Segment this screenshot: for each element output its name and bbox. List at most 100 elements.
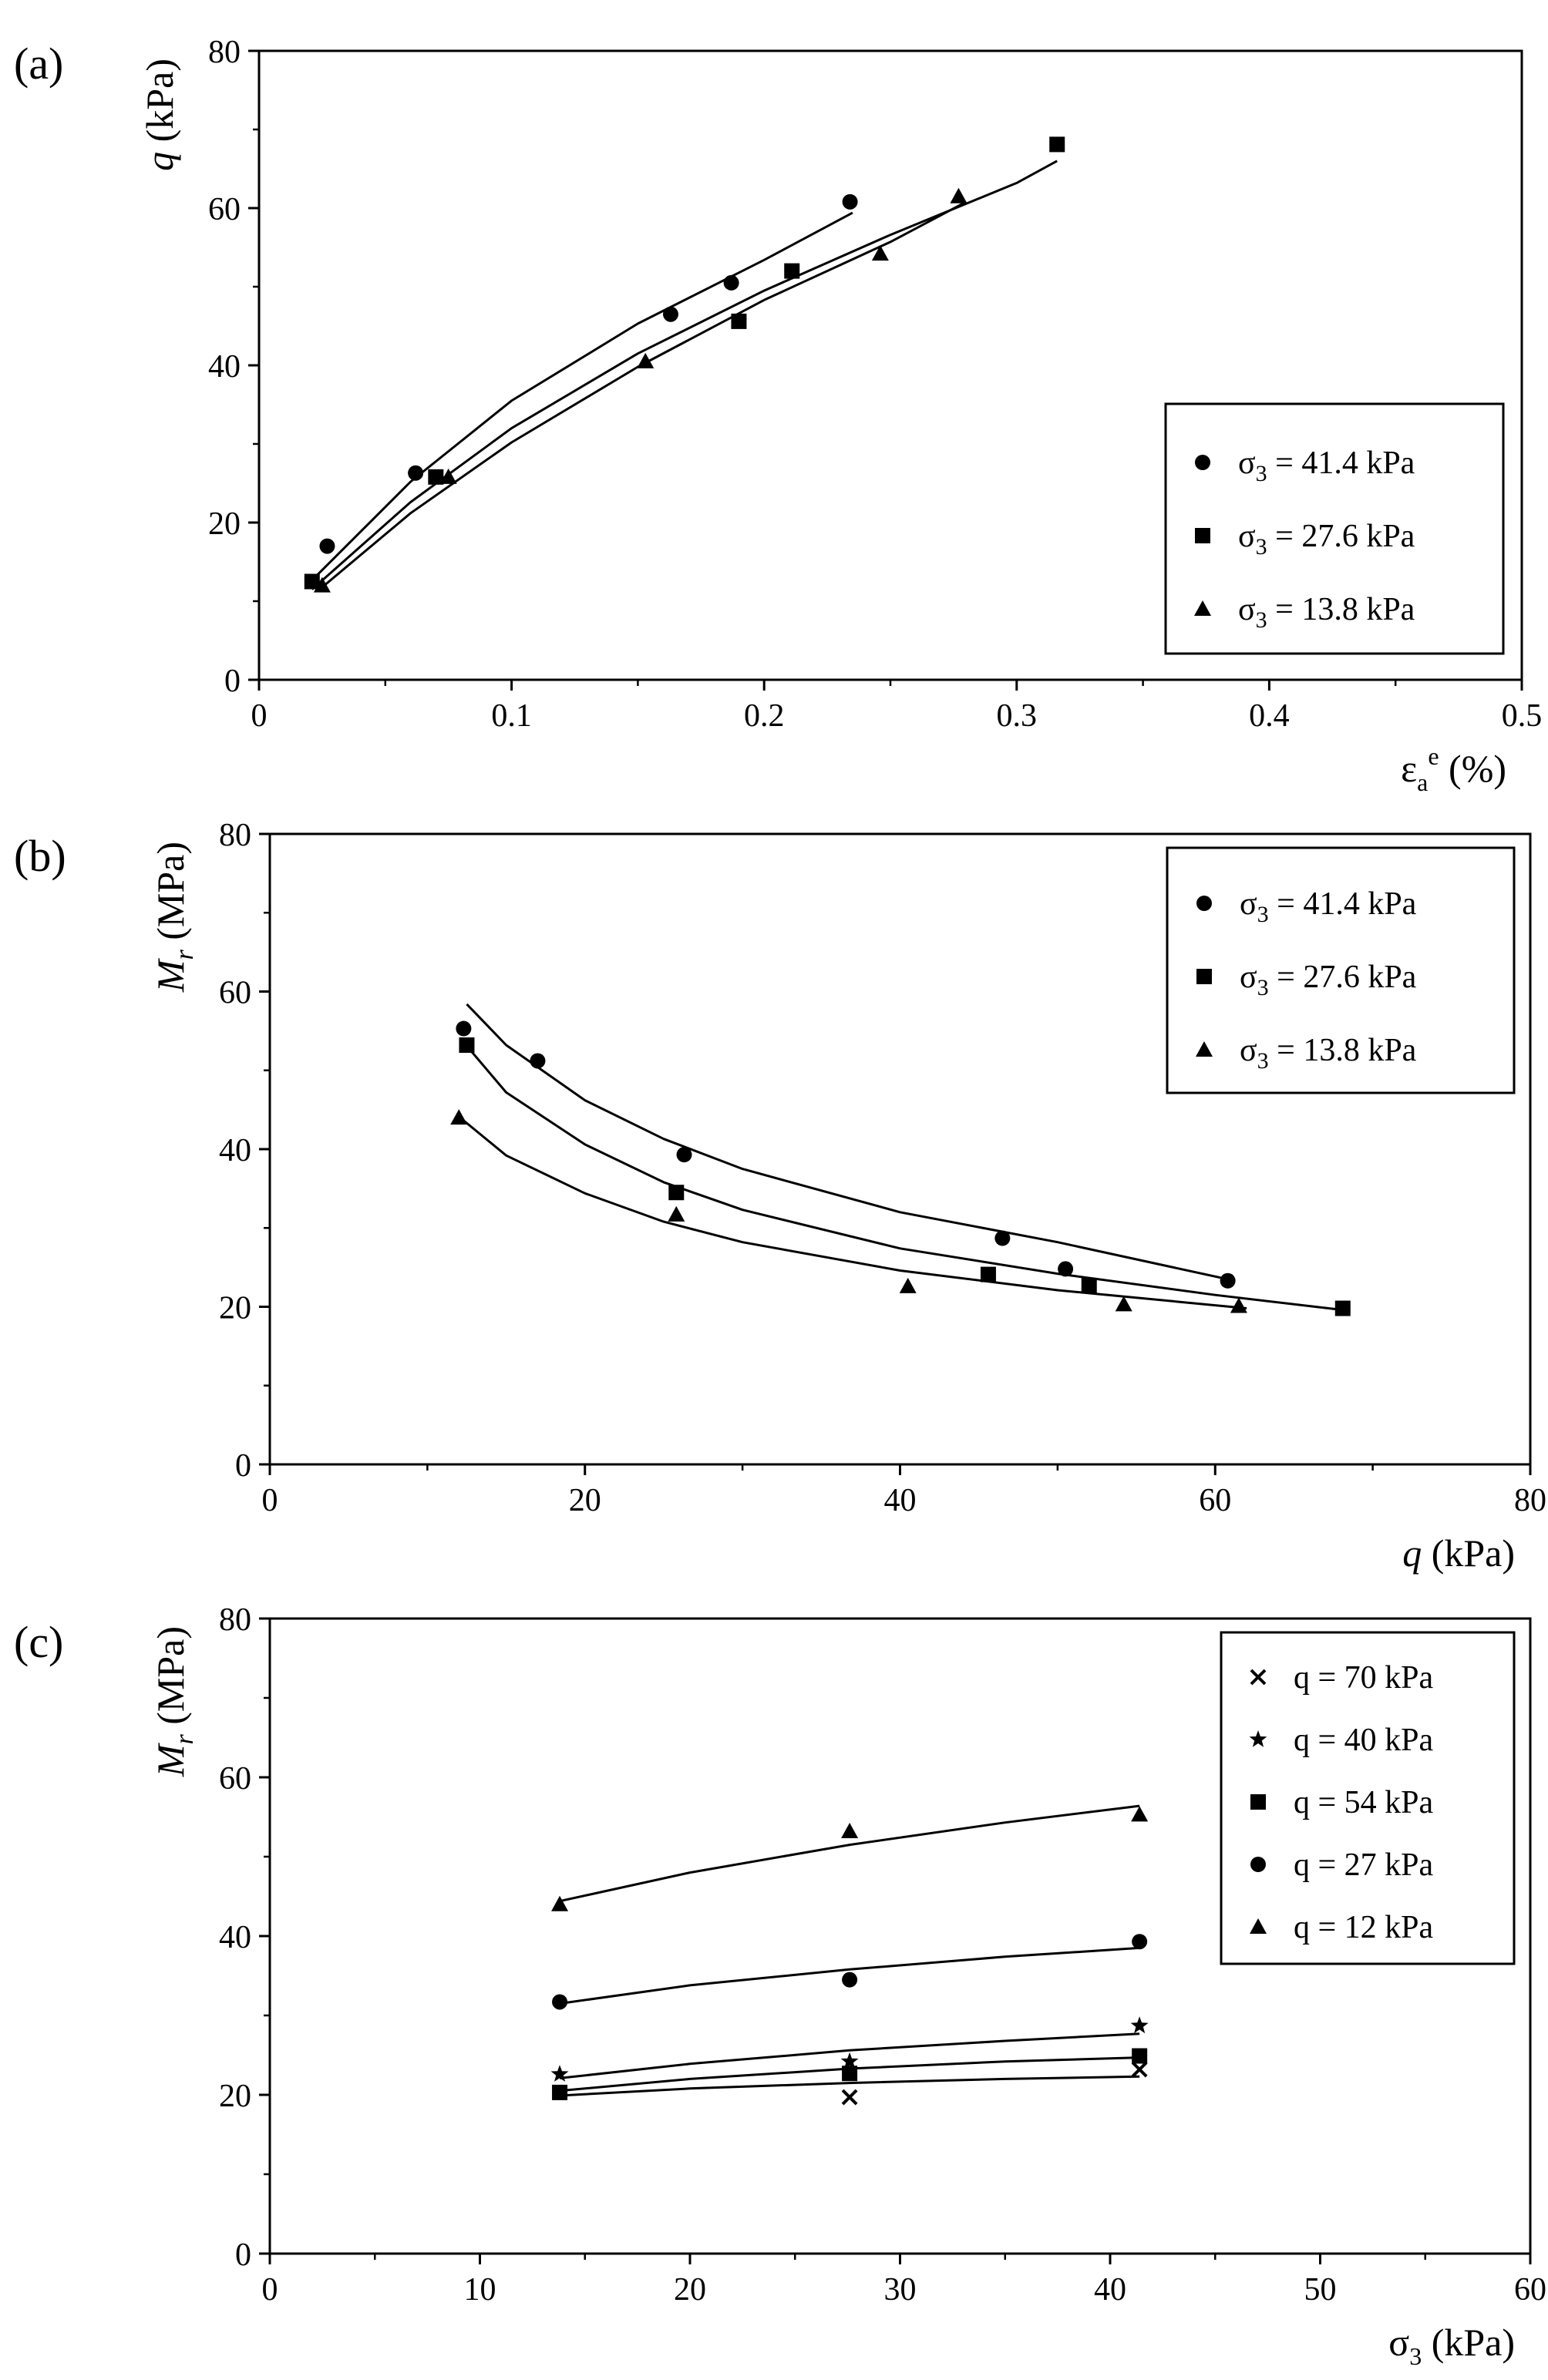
- data-point-b-square: [1081, 1277, 1097, 1293]
- legend-marker-circle: [1195, 455, 1210, 470]
- x-tick-label-b: 20: [569, 1483, 601, 1518]
- series-b-3: [450, 1109, 1247, 1313]
- legend-box-a: [1164, 402, 1505, 655]
- x-tick-label-a: 0.5: [1502, 698, 1543, 734]
- legend-marker-square: [1250, 1794, 1266, 1810]
- y-tick-label-a: 0: [224, 664, 241, 699]
- legend-label-a-1: σ3 = 41.4 kPa: [1238, 445, 1415, 486]
- data-point-a-square: [428, 469, 444, 485]
- y-axis-title-a: q (kPa): [138, 59, 181, 171]
- data-point-a-triangle: [313, 577, 331, 593]
- y-tick-label-b: 20: [219, 1291, 251, 1326]
- data-point-c-cross: [841, 2089, 858, 2106]
- x-tick-label-a: 0.1: [491, 698, 532, 734]
- x-tick-label-c: 60: [1514, 2272, 1546, 2308]
- legend-marker-triangle: [1250, 1918, 1267, 1934]
- legend-label-a-3: σ3 = 13.8 kPa: [1238, 592, 1415, 633]
- legend-marker-triangle: [1196, 1041, 1213, 1057]
- y-tick-label-c: 40: [219, 1920, 251, 1955]
- data-point-c-circle: [552, 1994, 568, 2010]
- data-point-c-triangle: [1131, 1806, 1149, 1822]
- series-b-2: [459, 1037, 1351, 1316]
- data-point-c-cross: [1131, 2061, 1148, 2078]
- x-tick-label-c: 10: [464, 2272, 496, 2308]
- legend-label-c-1: q = 70 kPa: [1294, 1660, 1434, 1696]
- data-point-b-triangle: [1115, 1296, 1132, 1312]
- legend-marker-square: [1196, 969, 1212, 984]
- series-a-2: [304, 136, 1065, 590]
- fit-curve-b-1: [466, 1003, 1232, 1282]
- data-point-b-circle: [1220, 1272, 1236, 1289]
- x-tick-label-c: 50: [1304, 2272, 1337, 2308]
- panel-b: (b) 0 20 40 60 80 0 20 40 60 80 q (kPa) Mr (MPa) σ3 =…: [14, 818, 1546, 1575]
- series-c-4: [552, 1934, 1148, 2010]
- x-tick-label-c: 20: [674, 2272, 706, 2308]
- fit-curve-c-4: [559, 1946, 1140, 2005]
- fit-curve-a-2: [311, 160, 1058, 590]
- y-tick-label-c: 20: [219, 2079, 251, 2114]
- legend-label-b-1: σ3 = 41.4 kPa: [1240, 886, 1417, 927]
- data-point-a-triangle: [950, 187, 968, 203]
- legend-label-c-3: q = 54 kPa: [1294, 1785, 1434, 1820]
- data-point-a-square: [1049, 136, 1065, 153]
- data-point-b-square: [668, 1185, 685, 1201]
- panel-c: (c) 0 10 20 30 40 50 60 0 20 40 60 80 σ3 (kPa) Mr (MPa…: [14, 1602, 1546, 2370]
- x-axis-title-b: q (kPa): [1402, 1531, 1515, 1575]
- data-point-a-circle: [842, 193, 858, 210]
- legend-marker-circle: [1196, 896, 1212, 911]
- y-tick-label-b: 60: [219, 976, 251, 1011]
- data-point-c-circle: [842, 1972, 858, 1988]
- legend-label-c-4: q = 27 kPa: [1294, 1847, 1434, 1883]
- legend-marker-triangle: [1194, 600, 1211, 616]
- y-tick-label-a: 20: [208, 506, 241, 542]
- y-tick-label-a: 80: [208, 35, 241, 70]
- series-c-5: [551, 1804, 1149, 1911]
- legend-marker-star: [1249, 1730, 1267, 1747]
- data-point-c-star: [550, 2065, 569, 2082]
- y-axis-title-c: Mr (MPa): [149, 1626, 199, 1777]
- y-tick-label-b: 80: [219, 818, 251, 853]
- data-point-a-triangle: [439, 468, 457, 484]
- legend-label-c-5: q = 12 kPa: [1294, 1910, 1434, 1945]
- x-tick-label-b: 80: [1514, 1483, 1546, 1518]
- x-tick-label-a: 0.3: [997, 698, 1038, 734]
- panel-label-c: (c): [14, 1617, 63, 1667]
- y-axis-title-b: Mr (MPa): [149, 842, 199, 993]
- data-point-b-triangle: [1230, 1297, 1247, 1313]
- data-point-c-square: [842, 2066, 858, 2082]
- data-point-b-circle: [456, 1020, 472, 1037]
- data-point-b-square: [1334, 1300, 1351, 1316]
- legend-marker-square: [1195, 528, 1210, 543]
- data-point-b-circle: [530, 1053, 546, 1069]
- legend-a: σ3 = 41.4 kPa σ3 = 27.6 kPa σ3 = 13.8 kPa: [1164, 402, 1505, 655]
- x-tick-label-a: 0.2: [744, 698, 785, 734]
- data-point-b-triangle: [899, 1277, 917, 1293]
- x-axis-title-c: σ3 (kPa): [1388, 2321, 1515, 2370]
- legend-box-b: [1166, 846, 1516, 1094]
- legend-label-a-2: σ3 = 27.6 kPa: [1238, 519, 1415, 560]
- y-tick-label-a: 40: [208, 349, 241, 385]
- data-point-c-square: [552, 2084, 568, 2100]
- data-point-b-triangle: [450, 1109, 468, 1125]
- series-b-1: [456, 1003, 1236, 1289]
- x-axis-title-a: εae (%): [1401, 742, 1506, 796]
- data-point-c-circle: [1132, 1934, 1148, 1950]
- fit-curve-a-1: [314, 211, 853, 579]
- x-tick-label-c: 0: [262, 2272, 278, 2308]
- fit-curve-c-2: [559, 2032, 1140, 2079]
- y-tick-label-b: 40: [219, 1133, 251, 1168]
- fit-curve-c-1: [559, 2075, 1140, 2097]
- panel-label-b: (b): [14, 831, 66, 881]
- data-point-a-circle: [723, 274, 739, 291]
- data-point-b-circle: [994, 1230, 1011, 1246]
- x-tick-label-b: 40: [884, 1483, 917, 1518]
- panel-a: (a) 0 0.1 0.2 0.3 0.4 0.5 0 20 40 60 80 εae (%) q (kP…: [14, 35, 1542, 796]
- data-point-c-star: [840, 2052, 859, 2069]
- data-point-b-triangle: [668, 1205, 685, 1222]
- y-tick-label-a: 60: [208, 192, 241, 227]
- fit-curve-c-5: [559, 1804, 1140, 1903]
- legend-label-c-2: q = 40 kPa: [1294, 1723, 1434, 1758]
- series-a-3: [313, 187, 968, 593]
- x-tick-label-b: 60: [1199, 1483, 1231, 1518]
